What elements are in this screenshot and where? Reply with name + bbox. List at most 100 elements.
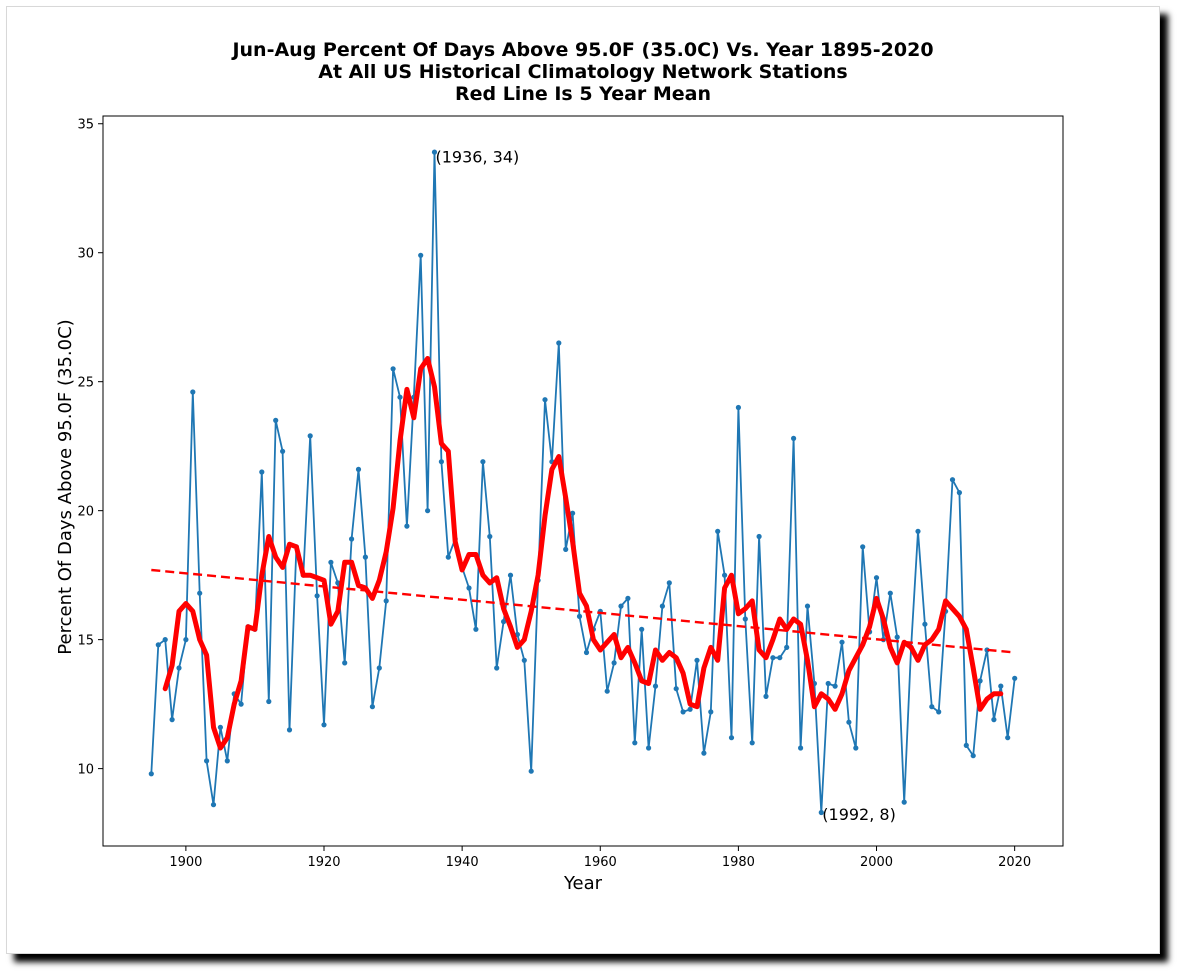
y-tick-label: 20 <box>77 505 94 520</box>
data-point <box>963 742 969 749</box>
chart: Jun-Aug Percent Of Days Above 95.0F (35.… <box>55 39 1064 894</box>
data-point <box>466 585 472 591</box>
axes-frame <box>102 115 1064 847</box>
data-point <box>763 693 769 700</box>
data-point <box>362 554 368 560</box>
data-point <box>977 678 983 684</box>
data-point <box>742 616 748 622</box>
x-tick-label: 1960 <box>584 855 617 870</box>
data-point <box>210 802 217 808</box>
x-axis-label: Year <box>563 873 603 894</box>
data-point <box>376 665 382 671</box>
data-point <box>873 575 880 581</box>
data-point <box>846 719 852 725</box>
data-point <box>894 634 900 640</box>
data-point <box>190 389 196 395</box>
data-point <box>404 523 410 529</box>
data-point <box>632 740 638 746</box>
data-point <box>355 466 362 472</box>
data-point <box>722 572 728 578</box>
data-point <box>991 717 997 723</box>
data-point <box>328 559 334 565</box>
y-tick-label: 35 <box>77 118 94 133</box>
trend-line <box>151 568 1015 654</box>
data-point <box>494 665 500 671</box>
data-point <box>169 717 175 723</box>
y-axis-label: Percent Of Days Above 95.0F (35.0C) <box>55 319 76 654</box>
data-point <box>259 469 265 475</box>
data-point <box>321 722 327 728</box>
data-point <box>307 433 313 439</box>
data-point <box>521 657 527 663</box>
chart-title-line-1: Jun-Aug Percent Of Days Above 95.0F (35.… <box>230 39 933 61</box>
data-point <box>770 655 776 661</box>
data-point <box>197 590 203 596</box>
data-point <box>680 709 686 715</box>
data-point <box>390 366 396 372</box>
data-point <box>480 459 486 465</box>
data-point <box>280 448 286 454</box>
data-point <box>224 758 230 764</box>
data-point <box>528 768 534 774</box>
data-point <box>901 799 907 805</box>
data-point <box>542 397 548 403</box>
x-tick-label: 1900 <box>169 855 202 870</box>
data-point <box>155 642 161 648</box>
annual-series-line <box>150 151 1016 814</box>
data-point <box>273 417 279 423</box>
data-point <box>728 735 735 741</box>
data-point <box>804 603 811 609</box>
x-tick-label: 1940 <box>446 855 479 870</box>
data-point <box>715 528 721 534</box>
data-point <box>238 701 244 707</box>
data-point <box>148 771 154 777</box>
data-point <box>749 740 755 746</box>
x-tick-label: 1980 <box>722 855 755 870</box>
data-point <box>183 637 189 643</box>
data-point <box>832 683 838 689</box>
data-point <box>349 536 355 542</box>
data-point <box>777 655 783 661</box>
figure-frame: Jun-Aug Percent Of Days Above 95.0F (35.… <box>6 6 1160 954</box>
annotation-label: (1992, 8) <box>822 805 896 824</box>
data-point <box>397 394 403 400</box>
data-point <box>652 683 659 689</box>
data-point <box>501 619 507 625</box>
data-point <box>618 603 624 609</box>
data-point <box>756 533 762 540</box>
data-point <box>956 490 963 496</box>
y-tick-label: 15 <box>77 634 94 649</box>
data-point <box>1012 675 1018 681</box>
data-point <box>929 704 935 710</box>
data-point <box>342 660 348 666</box>
data-point <box>556 340 562 346</box>
data-point <box>217 724 223 730</box>
data-point <box>839 639 845 645</box>
data-point <box>425 508 431 514</box>
y-tick-label: 25 <box>77 376 94 391</box>
y-tick-label: 30 <box>77 247 94 262</box>
data-point <box>445 554 451 560</box>
data-point <box>791 435 797 441</box>
data-point <box>708 709 714 715</box>
x-tick-label: 2000 <box>860 855 893 870</box>
data-point <box>646 745 652 751</box>
data-point <box>887 590 893 596</box>
data-point <box>625 595 631 602</box>
x-tick-label: 2020 <box>998 855 1031 870</box>
data-point <box>922 621 928 627</box>
data-point <box>176 665 182 671</box>
data-point <box>673 686 679 692</box>
data-point <box>818 809 824 816</box>
data-point <box>984 647 990 653</box>
data-point <box>431 149 438 155</box>
data-point <box>915 528 921 534</box>
data-point <box>383 598 389 604</box>
data-point <box>784 644 790 651</box>
data-point <box>639 626 645 632</box>
data-point <box>438 459 444 465</box>
annotation-label: (1936, 34) <box>436 147 520 166</box>
data-point <box>576 613 583 620</box>
data-point <box>204 758 210 764</box>
data-point <box>583 649 590 656</box>
